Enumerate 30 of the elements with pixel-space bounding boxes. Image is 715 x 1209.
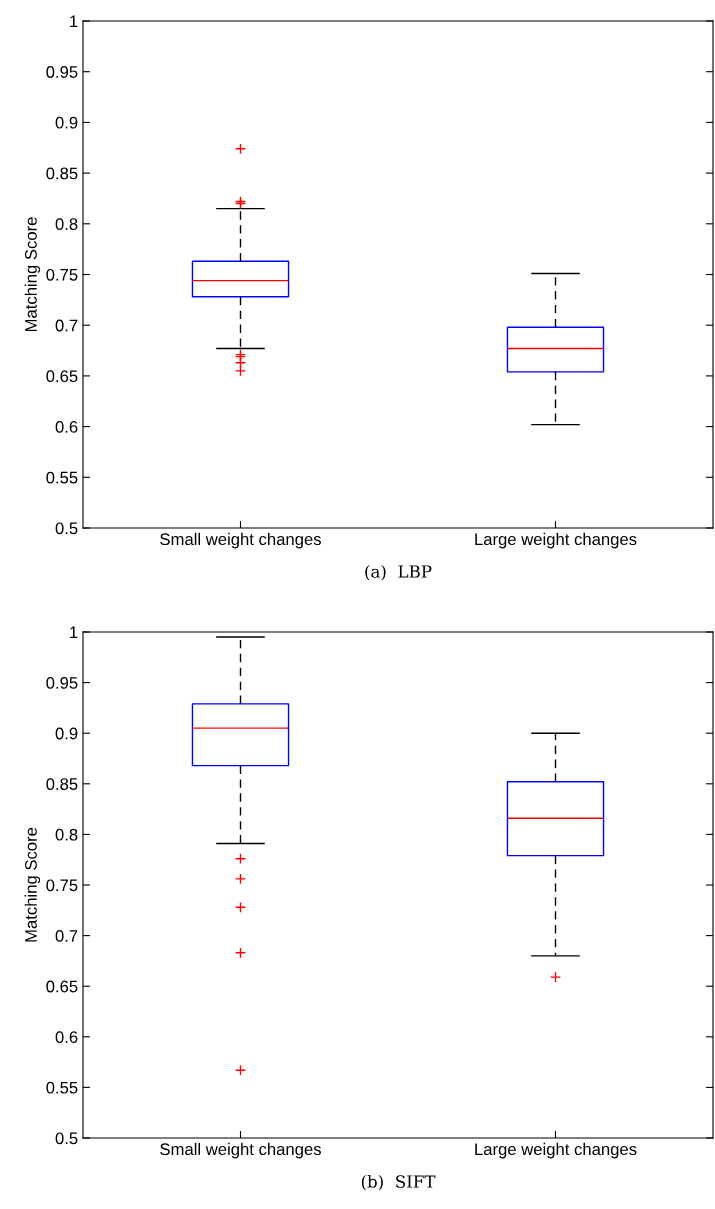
y-tick-label: 0.75 bbox=[46, 879, 78, 892]
y-tick-label: 0.9 bbox=[55, 116, 78, 129]
y-tick-label: 0.6 bbox=[55, 1031, 78, 1043]
x-tick-label: Large weight changes bbox=[475, 532, 637, 549]
y-axis-title: Matching Score bbox=[24, 217, 41, 332]
x-tick-label: Large weight changes bbox=[475, 1142, 637, 1159]
y-tick-label: 0.8 bbox=[55, 218, 78, 230]
y-tick-label: 0.85 bbox=[46, 778, 78, 790]
x-tick-label: Small weight changes bbox=[160, 532, 321, 549]
y-tick-label: 0.7 bbox=[55, 930, 78, 942]
y-tick-label: 1 bbox=[70, 15, 78, 28]
y-tick-label: 0.55 bbox=[46, 1081, 78, 1094]
text: (a) LBP bbox=[365, 564, 432, 581]
x-tick-label: Small weight changes bbox=[160, 1142, 321, 1159]
y-tick-label: 0.95 bbox=[46, 66, 78, 78]
y-tick-label: 0.6 bbox=[55, 421, 78, 433]
y-tick-label: 0.8 bbox=[55, 828, 78, 841]
y-tick-label: 0.95 bbox=[46, 677, 78, 689]
text: (b) SIFT bbox=[361, 1174, 436, 1191]
y-tick-label: 0.65 bbox=[46, 370, 78, 383]
y-tick-label: 0.7 bbox=[55, 319, 78, 332]
y-tick-label: 0.9 bbox=[55, 727, 78, 740]
y-tick-label: 0.55 bbox=[46, 471, 78, 484]
y-tick-label: 0.85 bbox=[46, 167, 78, 180]
y-tick-label: 1 bbox=[70, 626, 78, 639]
y-tick-label: 0.65 bbox=[46, 980, 78, 993]
y-axis-title: Matching Score bbox=[24, 827, 41, 942]
y-tick-label: 0.5 bbox=[55, 522, 78, 535]
y-tick-label: 0.75 bbox=[46, 268, 78, 281]
y-tick-label: 0.5 bbox=[55, 1132, 78, 1145]
